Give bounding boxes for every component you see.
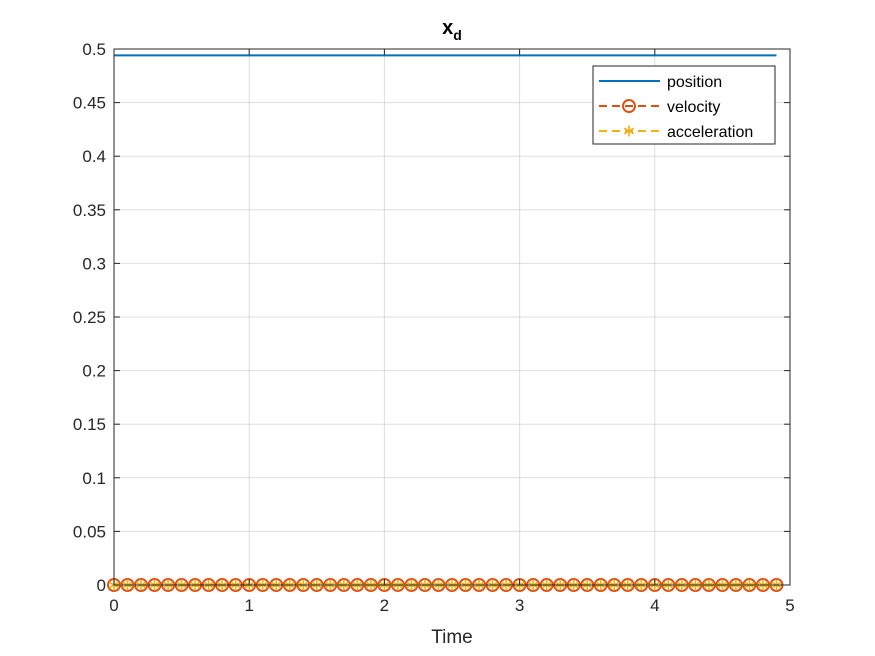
y-tick-label: 0.25 (73, 308, 106, 327)
y-tick-label: 0.4 (82, 147, 106, 166)
chart-title: xd (442, 17, 462, 43)
chart-title-subscript: d (453, 27, 462, 43)
y-tick-label: 0.2 (82, 362, 106, 381)
x-tick-label: 0 (109, 596, 118, 615)
y-tick-label: 0 (97, 576, 106, 595)
legend-label: velocity (667, 99, 720, 116)
legend-label: acceleration (667, 124, 753, 141)
legend-entry-position: position (599, 74, 722, 91)
legend: position velocity acceleration (592, 65, 776, 145)
y-tick-label: 0.15 (73, 415, 106, 434)
x-tick-label: 1 (244, 596, 253, 615)
y-tick-label: 0.35 (73, 201, 106, 220)
legend-entry-velocity: velocity (599, 99, 720, 116)
tick-labels: 0 1 2 3 4 5 0 0.05 0.1 0.15 0.2 0.25 0.3 0.35 0.4 0.45 0… (73, 40, 795, 615)
y-tick-label: 0.5 (82, 40, 106, 59)
legend-swatch-marker (622, 99, 636, 113)
chart-title-main: x (442, 17, 453, 39)
x-tick-label: 3 (515, 596, 524, 615)
x-axis-label: Time (431, 627, 473, 648)
x-tick-label: 4 (650, 596, 659, 615)
tick-marks (113, 48, 791, 586)
legend-entry-acceleration: acceleration (599, 124, 753, 141)
y-tick-label: 0.45 (73, 94, 106, 113)
asterisk-stroke (623, 127, 635, 135)
y-tick-label: 0.05 (73, 522, 106, 541)
y-tick-label: 0.3 (82, 254, 106, 273)
x-tick-label: 5 (785, 596, 794, 615)
legend-swatch-marker (623, 125, 635, 137)
y-tick-label: 0.1 (82, 469, 106, 488)
x-tick-label: 2 (380, 596, 389, 615)
legend-label: position (667, 74, 722, 91)
